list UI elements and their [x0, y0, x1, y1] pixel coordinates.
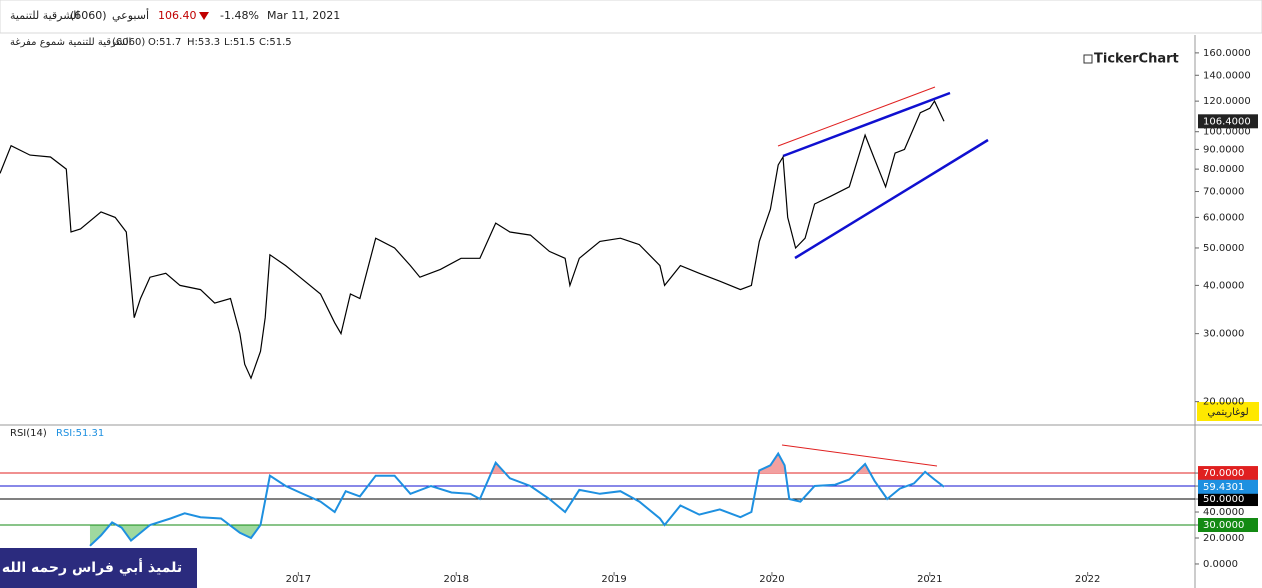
info-name: الشرقية للتنمية شموع مفرغة — [10, 37, 131, 48]
last-price: 106.40 — [158, 9, 197, 22]
x-tick-label: 2020 — [759, 574, 784, 585]
y-tick-label: 60.0000 — [1203, 212, 1244, 223]
y-tick-box — [1198, 492, 1258, 507]
change: -1.48% — [220, 9, 259, 22]
y-tick-label: 140.0000 — [1203, 70, 1251, 81]
scale-button-label[interactable]: لوغاريتمي — [1207, 407, 1248, 418]
scale-button[interactable] — [1197, 402, 1259, 421]
y-tick-box — [1198, 466, 1258, 481]
trend-line — [782, 91, 951, 158]
down-arrow — [199, 12, 209, 20]
y-tick-label: 160.0000 — [1203, 48, 1251, 59]
stock-name: الشرقية للتنمية — [10, 9, 79, 22]
y-tick-box — [1198, 518, 1258, 533]
header-bar — [0, 0, 1262, 34]
y-tick-label: 70.0000 — [1203, 187, 1244, 198]
logo-icon — [1083, 54, 1093, 64]
trend-line — [777, 86, 936, 147]
y-tick-label: 80.0000 — [1203, 164, 1244, 175]
series-line — [0, 99, 945, 380]
last-value-box — [1198, 479, 1258, 494]
watermark-box — [0, 548, 197, 588]
y-tick-label: 20.0000 — [1203, 533, 1244, 544]
info-open: O:51.7 — [148, 37, 181, 48]
y-tick-label: 40.0000 — [1203, 507, 1244, 518]
x-tick-label: 2019 — [601, 574, 626, 585]
rsi-value: RSI:51.31 — [56, 428, 104, 439]
y-tick-label: 30.0000 — [1203, 329, 1244, 340]
stock-code: (6060) — [70, 9, 107, 22]
last-value-box — [1198, 114, 1258, 129]
rsi-title: RSI(14) — [10, 428, 47, 439]
watermark: تلميذ أبي فراس رحمه الله — [2, 558, 182, 576]
series-line — [89, 451, 945, 547]
y-tick-label: 50.0000 — [1203, 494, 1244, 505]
info-close: C:51.5 — [259, 37, 292, 48]
x-tick-label: 2017 — [286, 574, 311, 585]
date: Mar 11, 2021 — [267, 9, 340, 22]
last-value-label: 106.4000 — [1203, 116, 1251, 127]
trend-line — [794, 138, 989, 260]
x-tick-label: 2018 — [443, 574, 468, 585]
x-tick-label: 2022 — [1075, 574, 1100, 585]
y-tick-label: 100.0000 — [1203, 127, 1251, 138]
y-tick-label: 70.0000 — [1203, 468, 1244, 479]
y-tick-label: 20.0000 — [1203, 397, 1244, 408]
y-tick-label: 30.0000 — [1203, 520, 1244, 531]
y-tick-label: 90.0000 — [1203, 144, 1244, 155]
logo: TickerChart — [1094, 52, 1179, 67]
info-high: H:53.3 — [187, 37, 220, 48]
period: أسبوعي — [112, 8, 149, 22]
info-low: L:51.5 — [224, 37, 255, 48]
last-value-label: 59.4301 — [1203, 482, 1244, 493]
x-tick-label: 2021 — [917, 574, 942, 585]
overbought-fill — [491, 453, 927, 473]
y-tick-label: 40.0000 — [1203, 280, 1244, 291]
y-tick-label: 0.0000 — [1203, 559, 1238, 570]
y-tick-label: 120.0000 — [1203, 96, 1251, 107]
divergence-line — [781, 444, 938, 467]
oversold-fill — [89, 525, 261, 546]
y-tick-label: 50.0000 — [1203, 243, 1244, 254]
info-code: (6060) — [112, 37, 145, 48]
